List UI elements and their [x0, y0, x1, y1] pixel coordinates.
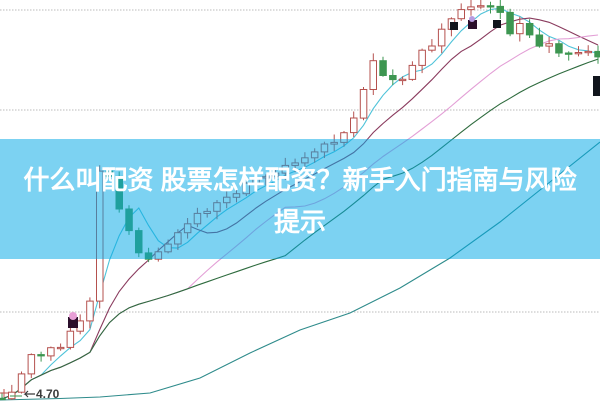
svg-text:4.70: 4.70	[36, 387, 60, 401]
